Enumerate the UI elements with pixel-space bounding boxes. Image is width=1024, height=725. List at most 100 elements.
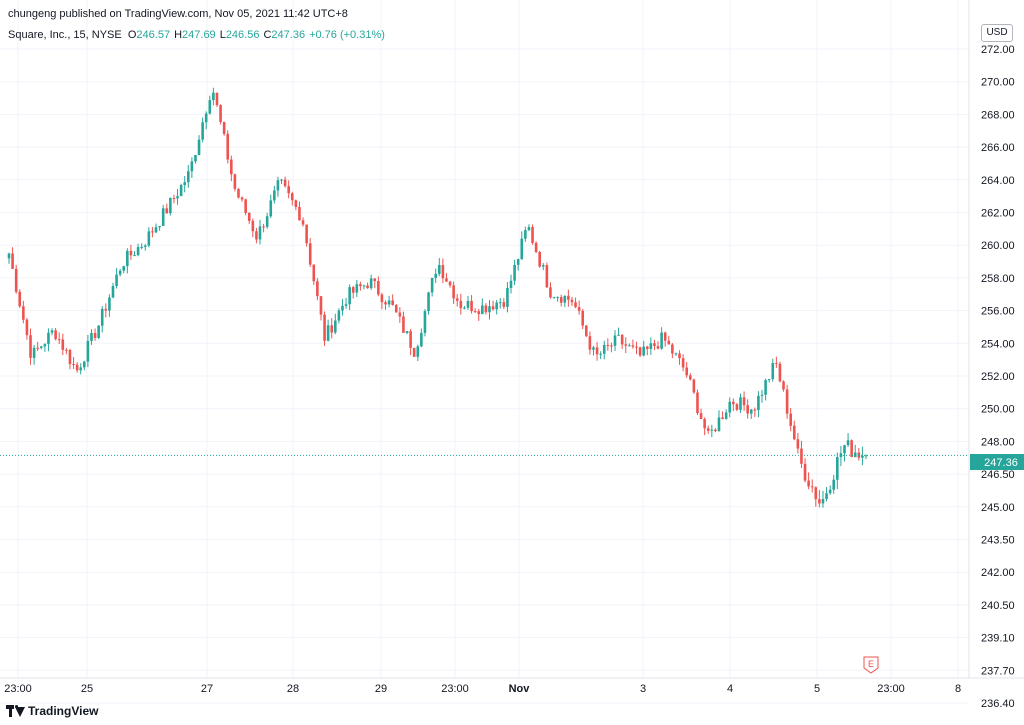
candle-body bbox=[685, 367, 689, 376]
candle-body bbox=[7, 253, 11, 259]
candle-body bbox=[498, 302, 502, 304]
candle-body bbox=[864, 455, 868, 457]
candle bbox=[595, 342, 599, 361]
candle bbox=[158, 225, 161, 231]
candle bbox=[18, 289, 22, 308]
candle bbox=[559, 294, 563, 307]
candle-body bbox=[161, 208, 165, 226]
candle-body bbox=[470, 300, 473, 312]
candle-body bbox=[97, 325, 100, 338]
y-tick-label: 252.00 bbox=[981, 371, 1015, 383]
candle bbox=[348, 284, 351, 311]
candle-body bbox=[721, 417, 724, 419]
earnings-marker[interactable]: E bbox=[863, 656, 879, 674]
candle bbox=[606, 338, 610, 351]
candle bbox=[767, 379, 771, 383]
candle-body bbox=[610, 345, 613, 347]
candle-body bbox=[222, 122, 226, 134]
candle-body bbox=[527, 227, 531, 231]
currency-button[interactable]: USD bbox=[981, 24, 1013, 42]
candle-body bbox=[520, 238, 524, 260]
candle-body bbox=[861, 455, 864, 458]
candle bbox=[488, 300, 491, 320]
candle bbox=[760, 389, 764, 403]
candle-body bbox=[387, 300, 391, 305]
candle-body bbox=[104, 308, 108, 311]
candle-body bbox=[183, 182, 187, 185]
candle-body bbox=[749, 409, 753, 414]
candle-body bbox=[481, 305, 484, 315]
candle-body bbox=[204, 113, 208, 123]
candle bbox=[674, 352, 678, 356]
candle bbox=[577, 300, 581, 315]
candle-body bbox=[212, 92, 215, 101]
candle-body bbox=[18, 291, 22, 307]
candle-body bbox=[613, 335, 617, 346]
candle-body bbox=[287, 186, 290, 194]
candle bbox=[233, 173, 237, 192]
candle bbox=[405, 330, 409, 335]
earnings-marker-label: E bbox=[868, 659, 874, 669]
candle bbox=[732, 398, 735, 411]
candle bbox=[280, 178, 283, 184]
candle-body bbox=[208, 100, 212, 114]
candle bbox=[14, 264, 18, 294]
candle bbox=[380, 292, 384, 310]
candle-body bbox=[280, 179, 283, 181]
y-tick-label: 266.00 bbox=[981, 142, 1015, 154]
symbol-name[interactable]: Square, Inc., 15, NYSE bbox=[8, 29, 122, 41]
candle bbox=[298, 201, 301, 221]
candle bbox=[204, 111, 208, 130]
candle-body bbox=[380, 294, 384, 303]
candle-body bbox=[412, 347, 416, 357]
candle-body bbox=[172, 198, 176, 200]
candle bbox=[402, 311, 405, 333]
candle-body bbox=[90, 333, 93, 342]
candle-body bbox=[757, 395, 760, 411]
candle bbox=[714, 428, 717, 433]
candle bbox=[520, 231, 524, 260]
candle bbox=[821, 490, 825, 508]
candle bbox=[775, 356, 778, 368]
candle bbox=[710, 424, 714, 438]
candle-body bbox=[233, 174, 237, 189]
x-tick-label: 23:00 bbox=[877, 683, 905, 695]
candle-body bbox=[513, 264, 516, 281]
candle bbox=[265, 212, 269, 229]
candle bbox=[391, 294, 394, 306]
candle bbox=[810, 479, 814, 493]
y-tick-label: 246.50 bbox=[981, 469, 1015, 481]
candle-body bbox=[147, 231, 151, 246]
candle bbox=[212, 87, 215, 106]
tradingview-footer[interactable]: TradingView bbox=[6, 704, 98, 718]
candle bbox=[509, 274, 513, 294]
candle bbox=[538, 250, 541, 268]
candle bbox=[359, 281, 362, 291]
candle-body bbox=[337, 310, 341, 321]
candle bbox=[301, 217, 305, 227]
y-tick-label: 245.00 bbox=[981, 502, 1015, 514]
candle bbox=[337, 308, 341, 324]
candle-body bbox=[638, 347, 642, 356]
candle-body bbox=[753, 409, 757, 411]
candle-body bbox=[477, 311, 481, 315]
candle bbox=[351, 285, 355, 299]
candle bbox=[29, 328, 32, 365]
price-axis[interactable]: 272.00 270.00 268.00 266.00 264.00 262.00 260.… bbox=[981, 44, 1015, 710]
candle bbox=[79, 363, 83, 375]
candle-body bbox=[617, 334, 620, 336]
candle-body bbox=[452, 285, 455, 299]
candles bbox=[7, 87, 868, 508]
candle bbox=[692, 378, 696, 394]
candle bbox=[355, 279, 359, 297]
candle-body bbox=[54, 330, 57, 340]
candle-body bbox=[843, 445, 846, 454]
candle bbox=[420, 328, 423, 348]
candle bbox=[506, 282, 509, 313]
candle-body bbox=[692, 379, 696, 393]
y-tick-label: 248.00 bbox=[981, 436, 1015, 448]
candle-body bbox=[545, 265, 549, 288]
candle-body bbox=[47, 332, 50, 345]
time-axis[interactable]: 23:00 25 27 28 29 23:00 Nov 3 4 5 23:00 8 bbox=[4, 683, 961, 695]
